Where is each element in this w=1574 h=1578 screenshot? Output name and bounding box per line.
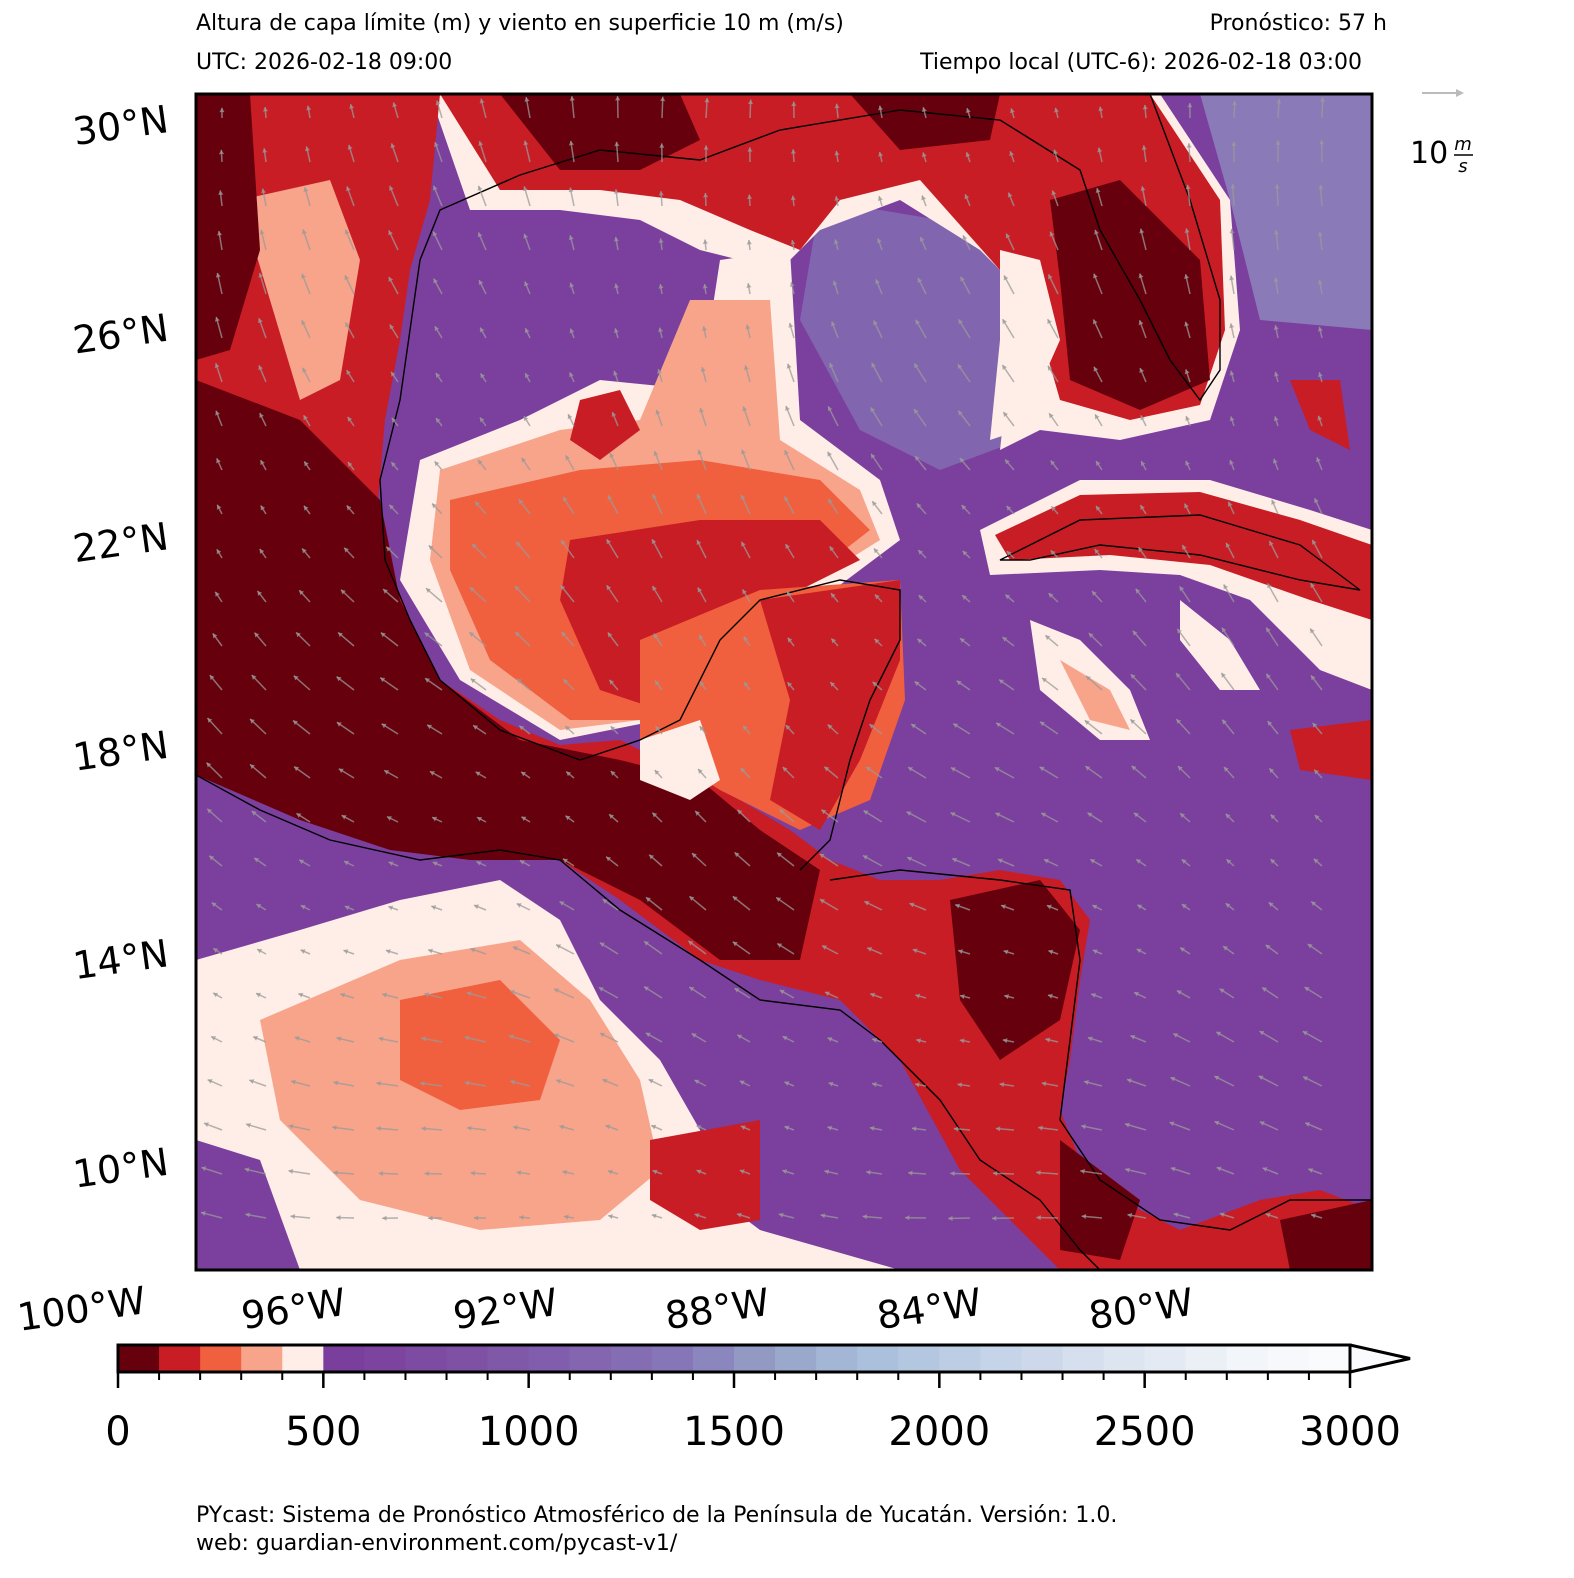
colorbar-extend (1350, 1345, 1410, 1372)
colorbar-segment (611, 1345, 653, 1372)
lon-label: 100°W (15, 1278, 149, 1340)
lat-label: 26°N (70, 306, 171, 363)
wind-key-unit: m (1454, 134, 1472, 155)
lat-label: 22°N (70, 514, 171, 571)
colorbar-segment (405, 1345, 447, 1372)
colorbar-segment (529, 1345, 571, 1372)
lon-label: 80°W (1086, 1280, 1196, 1338)
lon-label: 96°W (238, 1280, 348, 1338)
colorbar-segment (1145, 1345, 1187, 1372)
lon-label: 88°W (662, 1280, 772, 1338)
lon-label: 92°W (450, 1280, 560, 1338)
colorbar-segment (159, 1345, 201, 1372)
map-field (196, 94, 1372, 1270)
colorbar-segment (570, 1345, 612, 1372)
wind-key: 10 m s (1410, 89, 1473, 177)
colorbar-tick-label: 500 (285, 1409, 361, 1455)
colorbar-segment (898, 1345, 940, 1372)
title: Altura de capa límite (m) y viento en su… (196, 11, 844, 36)
colorbar-segment (1104, 1345, 1146, 1372)
colorbar-segment (1268, 1345, 1310, 1372)
colorbar-tick-label: 2500 (1094, 1409, 1196, 1455)
colorbar-segment (857, 1345, 899, 1372)
lat-label: 10°N (70, 1140, 171, 1197)
colorbar-segment (1021, 1345, 1063, 1372)
colorbar-segment (282, 1345, 324, 1372)
footer: PYcast: Sistema de Pronóstico Atmosféric… (196, 1503, 1117, 1528)
lat-label: 18°N (70, 723, 171, 780)
utc-time: UTC: 2026-02-18 09:00 (196, 50, 452, 75)
lat-label: 14°N (70, 931, 171, 988)
colorbar-segment (1186, 1345, 1228, 1372)
colorbar-tick-label: 2000 (888, 1409, 990, 1455)
colorbar-tick-label: 1000 (478, 1409, 580, 1455)
colorbar-segment (816, 1345, 858, 1372)
colorbar: 0 500 1000 1500 2000 2500 3000 (105, 1345, 1410, 1455)
colorbar-segment (1227, 1345, 1269, 1372)
footer: web: guardian-environment.com/pycast-v1/ (196, 1531, 678, 1556)
colorbar-segment (939, 1345, 981, 1372)
colorbar-segment (652, 1345, 694, 1372)
colorbar-tick-label: 1500 (683, 1409, 785, 1455)
colorbar-segment (200, 1345, 242, 1372)
colorbar-segment (447, 1345, 489, 1372)
colorbar-segment (364, 1345, 406, 1372)
colorbar-segment (980, 1345, 1022, 1372)
lat-label: 30°N (70, 97, 171, 154)
colorbar-segment (118, 1345, 160, 1372)
colorbar-segment (241, 1345, 283, 1372)
colorbar-tick-label: 3000 (1299, 1409, 1401, 1455)
colorbar-segment (775, 1345, 817, 1372)
colorbar-segment (323, 1345, 365, 1372)
wind-key-label: 10 (1410, 136, 1448, 171)
colorbar-segment (1063, 1345, 1105, 1372)
lon-label: 84°W (874, 1280, 984, 1338)
colorbar-segment (488, 1345, 530, 1372)
forecast: Pronóstico: 57 h (1210, 11, 1387, 36)
colorbar-segment (734, 1345, 776, 1372)
colorbar-tick-label: 0 (105, 1409, 130, 1455)
colorbar-segment (693, 1345, 735, 1372)
wind-key-unit: s (1458, 156, 1467, 177)
local-time: Tiempo local (UTC-6): 2026-02-18 03:00 (919, 50, 1362, 75)
colorbar-segment (1309, 1345, 1351, 1372)
